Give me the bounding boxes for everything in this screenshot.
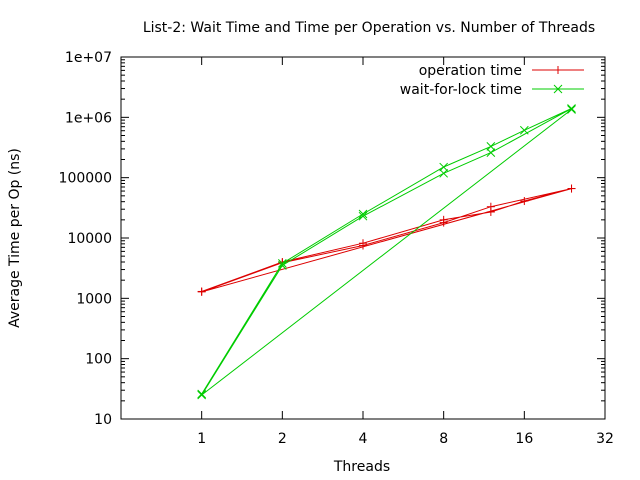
- series-1-point: [359, 241, 367, 250]
- y-tick-label: 1e+07: [65, 50, 112, 66]
- plot-border: [120, 56, 606, 420]
- series-2-point: [567, 104, 576, 113]
- series-2-point: [439, 162, 449, 172]
- series-1-point: [567, 184, 576, 193]
- series-2-point: [439, 168, 449, 178]
- x-axis: 1 2 4 8 16 32: [197, 57, 614, 447]
- y-tick-label: 100: [85, 352, 112, 368]
- series-2-point: [486, 142, 496, 151]
- series-2-point: [197, 389, 207, 399]
- series-2-point: [358, 209, 368, 219]
- y-tick-label: 100000: [59, 171, 112, 187]
- series-1-point: [439, 218, 448, 227]
- legend-label-series-1: operation time: [419, 63, 522, 79]
- x-tick-label: 4: [359, 431, 368, 447]
- legend: operation time wait-for-lock time: [400, 63, 584, 98]
- x-tick-label: 32: [596, 431, 614, 447]
- legend-marker-series-1: [554, 66, 562, 74]
- plot-area: [197, 104, 576, 400]
- series-2-point: [567, 105, 576, 114]
- chart-title: List-2: Wait Time and Time per Operation…: [143, 20, 595, 36]
- series-2-point: [358, 211, 368, 221]
- legend-label-series-2: wait-for-lock time: [400, 82, 522, 98]
- x-tick-label: 1: [197, 431, 206, 447]
- x-tick-label: 8: [439, 431, 448, 447]
- series-2-point: [277, 261, 287, 270]
- y-tick-label: 1e+06: [65, 110, 112, 126]
- series-2-point: [277, 258, 287, 268]
- y-tick-label: 10000: [67, 231, 112, 247]
- series-1-point: [520, 197, 529, 206]
- legend-marker-series-2: [553, 84, 563, 94]
- x-tick-label: 2: [278, 431, 287, 447]
- y-axis-label: Average Time per Op (ns): [7, 148, 23, 328]
- x-axis-label: Threads: [333, 459, 390, 475]
- y-tick-label: 1000: [76, 291, 112, 307]
- y-axis: 10 100 1000 10000 100000 1e+06 1e+07: [59, 50, 605, 428]
- y-tick-label: 10: [94, 412, 112, 428]
- series-2-point: [519, 125, 529, 135]
- series-2-point: [197, 390, 207, 400]
- series-1-point: [486, 202, 495, 211]
- series-1-point: [197, 287, 206, 296]
- series-2-point: [486, 148, 496, 157]
- series-2-line: [201, 108, 572, 396]
- x-tick-label: 16: [515, 431, 533, 447]
